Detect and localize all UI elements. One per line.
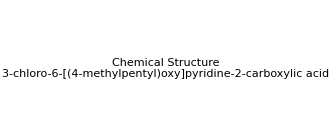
Text: Chemical Structure
3-chloro-6-[(4-methylpentyl)oxy]pyridine-2-carboxylic acid: Chemical Structure 3-chloro-6-[(4-methyl… xyxy=(2,58,330,79)
